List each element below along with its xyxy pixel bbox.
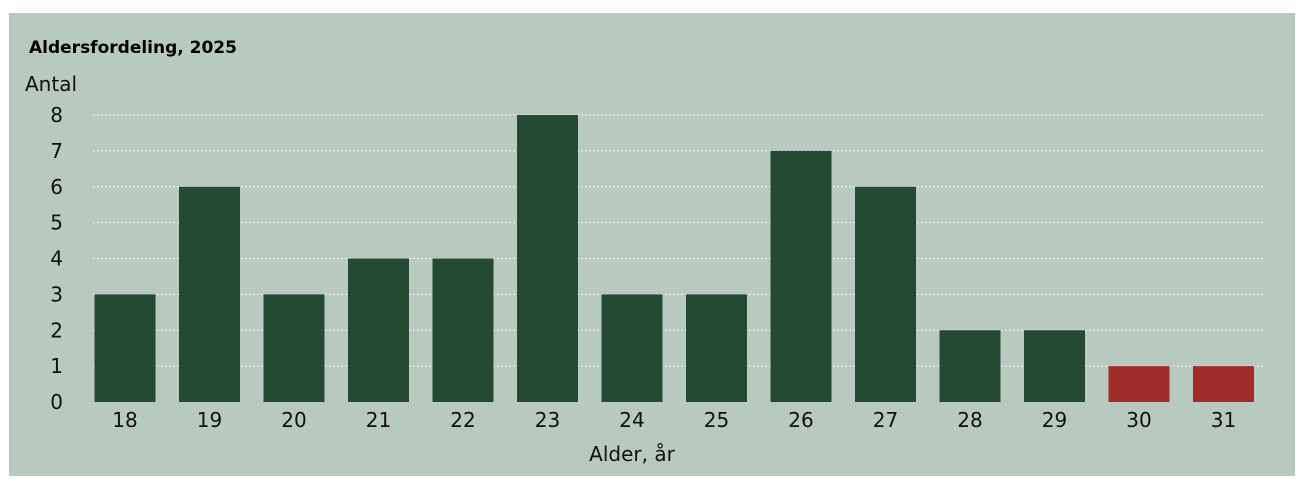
bar-18 [94,294,156,402]
bar-27 [855,186,916,402]
bar-25 [686,294,747,402]
x-tick-label: 18 [112,408,137,432]
bar-29 [1024,330,1085,402]
bar-22 [432,258,494,402]
gridlines [93,114,1264,367]
y-tick-label: 2 [50,318,63,342]
y-tick-label: 5 [50,211,63,235]
y-axis-label: Antal [25,72,77,96]
bar-30 [1108,366,1170,402]
x-tick-label: 29 [1042,408,1067,432]
bar-28 [939,330,1001,402]
bar-31 [1193,366,1254,402]
bar-24 [601,294,663,402]
x-axis-label: Alder, år [589,442,675,466]
chart-title: Aldersfordeling, 2025 [29,38,237,58]
y-tick-label: 0 [50,390,63,414]
x-tick-label: 22 [450,408,475,432]
x-tick-label: 20 [281,408,306,432]
bar-20 [263,294,325,402]
x-tick-label: 24 [619,408,644,432]
bar-23 [517,115,578,402]
x-tick-label: 27 [873,408,898,432]
y-tick-label: 4 [50,247,63,271]
y-axis-ticks: 0 1 2 3 4 5 6 7 8 [50,103,63,414]
bar-21 [348,258,409,402]
y-tick-label: 1 [50,354,63,378]
y-tick-label: 6 [50,175,63,199]
bar-26 [770,150,832,402]
x-tick-label: 28 [957,408,982,432]
x-tick-label: 25 [704,408,729,432]
x-tick-label: 23 [535,408,560,432]
x-tick-label: 19 [197,408,222,432]
bar-19 [179,186,240,402]
y-tick-label: 3 [50,282,63,306]
x-tick-label: 21 [366,408,391,432]
x-tick-label: 31 [1211,408,1236,432]
bars [94,115,1254,402]
y-tick-label: 8 [50,103,63,127]
x-axis-ticks: 18 19 20 21 22 23 24 25 26 27 28 29 30 31 [112,408,1236,432]
x-tick-label: 26 [788,408,813,432]
x-tick-label: 30 [1126,408,1151,432]
y-tick-label: 7 [50,139,63,163]
